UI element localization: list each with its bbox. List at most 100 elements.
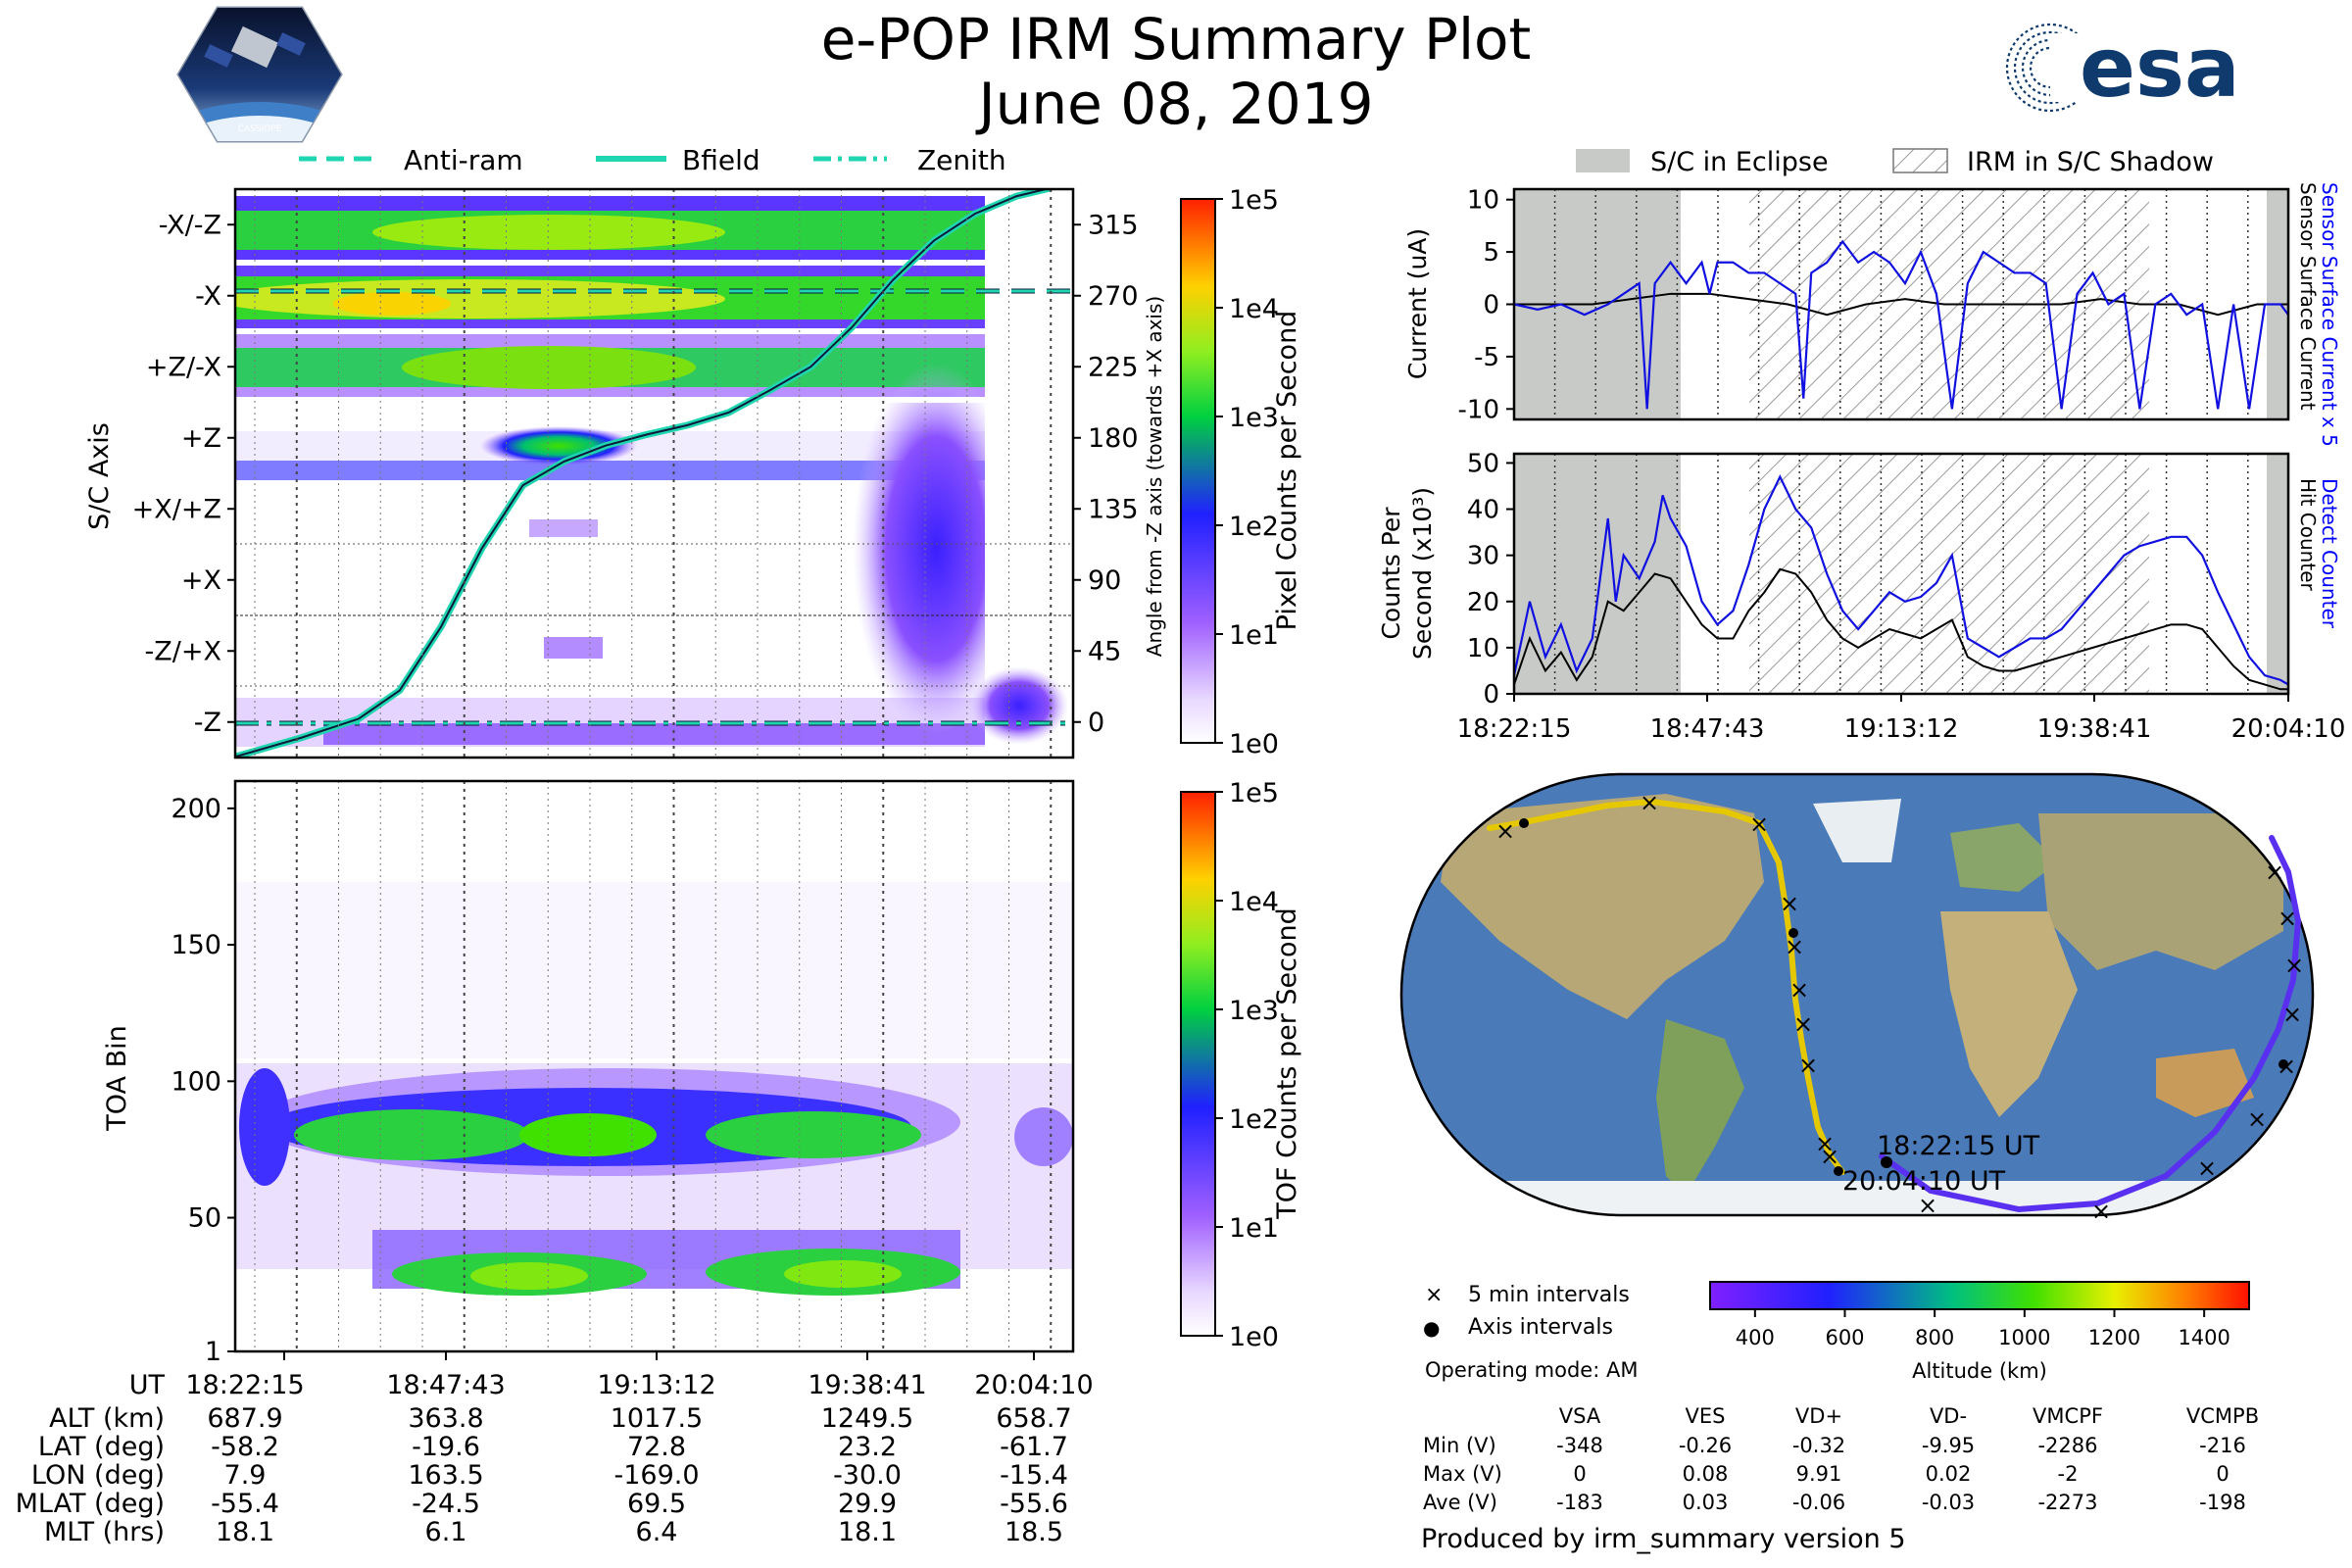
legend-antiram-label: Anti-ram bbox=[404, 144, 523, 176]
track-markers: ××××××××××××××××××× bbox=[1495, 789, 2304, 1225]
tof-ytick-label: 1 bbox=[205, 1337, 221, 1367]
track-5min-cross: × bbox=[2284, 952, 2304, 979]
current-panel: -10 -5 0 5 10 Current (uA) Sensor Surface Cu… bbox=[1403, 182, 2341, 447]
ephem-row-label: MLT (hrs) bbox=[44, 1517, 165, 1547]
counts-panel: 0 10 20 30 40 50 Counts Per Second (x10³) Det… bbox=[1377, 449, 2345, 744]
colorbar-tick-label: 1e1 bbox=[1229, 620, 1279, 651]
tof-colorbar bbox=[1180, 791, 1216, 1337]
current-ylabel: Current (uA) bbox=[1403, 228, 1432, 379]
tof-ytick-label: 100 bbox=[171, 1066, 221, 1097]
ytick-label: 30 bbox=[1467, 542, 1499, 571]
pixel-angle-tick-label: 0 bbox=[1088, 708, 1104, 738]
voltage-value: 0.02 bbox=[1926, 1462, 1972, 1486]
track-5min-cross: × bbox=[1495, 817, 1515, 845]
ephem-row-label: LAT (deg) bbox=[38, 1432, 165, 1462]
colorbar-tick-label: 1e3 bbox=[1229, 996, 1279, 1026]
ytick-label: 50 bbox=[1467, 449, 1499, 478]
counts-right-label-black: Hit Counter bbox=[2296, 478, 2320, 591]
ephem-value: 658.7 bbox=[996, 1403, 1071, 1434]
time-tick-label: 18:47:43 bbox=[1650, 714, 1765, 744]
svg-text:esa: esa bbox=[2080, 20, 2240, 116]
counts-hit-series bbox=[1514, 567, 2288, 691]
track-5min-cross: × bbox=[2265, 858, 2284, 886]
altitude-tick-label: 1400 bbox=[2178, 1326, 2230, 1349]
altitude-tick-label: 800 bbox=[1915, 1326, 1954, 1349]
time-tick-label: 18:47:43 bbox=[386, 1370, 505, 1400]
track-5min-cross: × bbox=[2091, 1198, 2111, 1225]
time-tick-label: 19:13:12 bbox=[597, 1370, 715, 1400]
voltage-row-label: Ave (V) bbox=[1423, 1491, 1497, 1514]
pixel-angle-tick-label: 90 bbox=[1088, 565, 1121, 596]
ephem-value: 687.9 bbox=[207, 1403, 282, 1434]
current-right-label-blue: Sensor Surface Current x 5 bbox=[2318, 182, 2341, 447]
tof-colorbar-ticks: 1e0 1e1 1e2 1e3 1e4 1e5 bbox=[1215, 778, 1279, 1352]
colorbar-tick-label: 1e5 bbox=[1229, 778, 1279, 808]
voltage-value: -0.32 bbox=[1792, 1434, 1845, 1457]
time-tick-label: 19:13:12 bbox=[1844, 714, 1959, 744]
track-5min-cross: × bbox=[1640, 789, 1659, 816]
altitude-colorbar: 400 600 800 1000 1200 1400 Altitude (km) bbox=[1709, 1281, 2250, 1383]
ephem-value: 1017.5 bbox=[611, 1403, 703, 1434]
track-5min-cross: × bbox=[2282, 1001, 2302, 1028]
ytick-label: -10 bbox=[1458, 395, 1499, 424]
voltage-value: 0.03 bbox=[1683, 1491, 1729, 1514]
voltage-row-label: Max (V) bbox=[1423, 1462, 1502, 1486]
cassiope-badge-icon: CASSIOPE bbox=[176, 6, 343, 143]
svg-text:CASSIOPE: CASSIOPE bbox=[238, 124, 282, 134]
voltage-column-header: VD+ bbox=[1795, 1404, 1842, 1428]
track-5min-cross: × bbox=[2247, 1105, 2267, 1133]
colorbar-tick-label: 1e3 bbox=[1229, 403, 1279, 433]
pixel-ytick-label: -X/-Z bbox=[159, 210, 221, 240]
voltage-value: -183 bbox=[1556, 1491, 1603, 1514]
counts-ylabel-line1: Counts Per bbox=[1377, 507, 1405, 640]
current-right-label-black: Sensor Surface Current bbox=[2296, 182, 2320, 411]
track-5min-cross: × bbox=[1820, 1143, 1839, 1170]
voltage-table: VSA VES VD+ VD- VMCPF VCMPB Min (V) -348 -0.26 -0… bbox=[1423, 1404, 2259, 1514]
legend-dot-marker: ● bbox=[1423, 1316, 1440, 1340]
colorbar-tick-label: 1e0 bbox=[1229, 1322, 1279, 1352]
voltage-column-header: VCMPB bbox=[2186, 1404, 2259, 1428]
pixel-ytick-label: +Z bbox=[181, 423, 221, 454]
track-5min-cross: × bbox=[2197, 1154, 2217, 1182]
legend-cross-marker: × bbox=[1425, 1283, 1443, 1307]
voltage-value: -348 bbox=[1556, 1434, 1603, 1457]
altitude-tick-label: 400 bbox=[1736, 1326, 1775, 1349]
ytick-label: 5 bbox=[1483, 238, 1499, 268]
ephem-row-label: ALT (km) bbox=[49, 1403, 165, 1434]
pixel-time-gridlines bbox=[254, 189, 1053, 758]
voltage-value: 0 bbox=[1573, 1462, 1586, 1486]
voltage-value: -2273 bbox=[2037, 1491, 2097, 1514]
legend-eclipse-swatch bbox=[1576, 149, 1630, 172]
ytick-label: -5 bbox=[1474, 343, 1499, 372]
time-tick-label: 18:22:15 bbox=[185, 1370, 304, 1400]
ytick-label: 0 bbox=[1483, 291, 1499, 320]
pixel-angle-tick-label: 45 bbox=[1088, 636, 1121, 666]
ephem-value: -55.4 bbox=[211, 1489, 279, 1519]
counts-ylabel-line2: Second (x10³) bbox=[1408, 487, 1437, 660]
colorbar-tick-label: 1e5 bbox=[1229, 185, 1279, 216]
ephem-row-label: MLAT (deg) bbox=[16, 1489, 165, 1519]
colorbar-tick-label: 1e2 bbox=[1229, 512, 1279, 542]
track-5min-cross: × bbox=[1815, 1130, 1835, 1157]
voltage-value: 0 bbox=[2216, 1462, 2229, 1486]
track-segment-south bbox=[1879, 835, 2302, 1213]
ephem-value: 23.2 bbox=[838, 1432, 897, 1462]
ephem-value: 363.8 bbox=[408, 1403, 483, 1434]
track-start-label: 18:22:15 UT bbox=[1877, 1131, 2040, 1161]
voltage-value: 0.08 bbox=[1683, 1462, 1729, 1486]
ephem-value: 29.9 bbox=[838, 1489, 897, 1519]
ground-track-map: ××××××××××××××××××× 18:22:15 UT 20:04:10… bbox=[1399, 772, 2315, 1225]
ephem-value: 6.4 bbox=[636, 1517, 678, 1547]
ytick-label: 20 bbox=[1467, 588, 1499, 617]
ephemeris-table: UT 18:22:15 18:47:43 19:13:12 19:38:41 20:04:… bbox=[16, 1351, 1094, 1547]
legend-5min-label: 5 min intervals bbox=[1468, 1283, 1630, 1307]
pixel-angle-tick-label: 270 bbox=[1088, 281, 1139, 312]
pixel-ylabel: S/C Axis bbox=[84, 422, 115, 530]
voltage-row-label: Min (V) bbox=[1423, 1434, 1496, 1457]
ephem-value: -15.4 bbox=[1000, 1460, 1068, 1491]
pixel-colorbar-ticks: 1e0 1e1 1e2 1e3 1e4 1e5 bbox=[1215, 185, 1279, 760]
track-5min-cross: × bbox=[2278, 905, 2297, 932]
tof-colorbar-label: TOF Counts per Second bbox=[1272, 907, 1302, 1220]
plot-title: e-POP IRM Summary Plot bbox=[820, 6, 1532, 73]
voltage-value: -0.26 bbox=[1679, 1434, 1732, 1457]
